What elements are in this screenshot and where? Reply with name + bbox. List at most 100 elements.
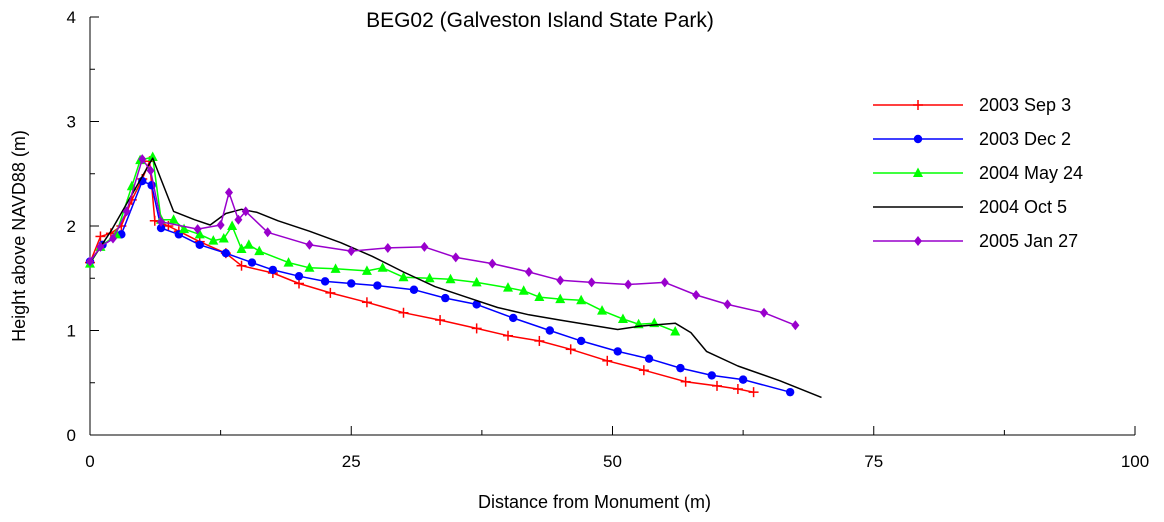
data-point [218,233,229,243]
data-point [305,239,314,250]
data-point [320,277,330,286]
data-point [330,263,341,273]
data-point [524,266,533,277]
data-point [377,262,388,272]
chart-axes: 0 25 50 75 100 0 1 2 3 4 [67,8,1150,471]
data-point [361,265,372,275]
legend-marker [913,167,923,177]
data-point [383,242,392,253]
legend-label: 2004 May 24 [979,163,1083,183]
legend-label: 2004 Oct 5 [979,197,1067,217]
series-4 [86,154,800,331]
x-tick-label: 75 [864,452,883,471]
data-point [597,305,608,315]
data-point [234,214,243,225]
data-point [227,220,238,230]
data-point [748,387,759,398]
chart-legend: 2003 Sep 3 2003 Dec 2 2004 May 24 2004 Oct … [873,95,1083,251]
data-point [738,375,748,384]
data-point [373,281,382,290]
data-point [347,246,356,257]
series-line [89,157,822,399]
series-line [89,156,676,333]
data-point [241,206,250,217]
y-tick-label: 4 [67,8,76,27]
data-point [216,219,225,230]
data-point [208,235,219,245]
data-point [707,371,716,380]
data-point [488,258,497,269]
legend-label: 2003 Sep 3 [979,95,1071,115]
data-point [587,277,596,288]
y-tick-label: 0 [67,426,76,445]
data-point [644,354,654,363]
x-tick-label: 100 [1121,452,1149,471]
data-point [179,223,190,234]
legend-label: 2005 Jan 27 [979,231,1078,251]
data-point [556,275,565,286]
series-line [89,158,796,326]
data-point [304,262,315,272]
data-point [785,387,795,397]
data-point [503,330,513,341]
data-point [409,285,419,294]
series-line [89,180,791,393]
chart-series [85,151,822,399]
data-point [156,223,166,233]
data-point [247,258,257,267]
y-axis-label: Height above NAVD88 (m) [9,130,29,342]
data-point [294,271,304,281]
data-point [194,228,205,239]
data-point [545,326,554,335]
data-point [193,224,202,235]
data-point [445,273,456,284]
data-point [263,227,272,238]
data-point [680,376,691,387]
data-point [268,265,278,275]
data-point [451,252,460,263]
data-point [660,277,669,288]
data-point [760,307,769,318]
data-point [168,214,179,224]
data-point [95,231,106,242]
data-point [236,243,247,253]
data-point [471,276,482,287]
data-point [420,241,429,252]
legend-marker [914,236,922,246]
data-point [503,282,513,292]
legend-marker [913,134,923,144]
y-tick-label: 3 [67,113,76,132]
data-point [509,313,518,323]
data-point [624,279,633,290]
data-point [471,323,482,334]
series-2 [85,151,681,336]
y-tick-label: 2 [67,217,76,236]
data-point [638,365,649,376]
chart-title: BEG02 (Galveston Island State Park) [366,9,714,32]
data-point [602,355,613,366]
y-tick-label: 1 [67,322,76,341]
data-point [96,241,105,252]
data-point [472,300,481,309]
data-point [361,297,372,308]
data-point [576,336,586,346]
data-point [195,240,204,250]
legend-entry: 2004 Oct 5 [873,197,1067,217]
data-point [518,285,529,295]
data-point [243,239,254,249]
data-point [283,257,294,267]
data-point [534,335,545,346]
data-point [712,380,722,391]
data-point [791,320,800,331]
legend-marker [913,100,923,110]
data-point [576,294,587,305]
data-point [555,293,566,304]
data-point [122,206,131,217]
data-point [138,154,147,165]
legend-entry: 2004 May 24 [873,163,1083,183]
data-point [236,260,247,271]
data-point [676,363,685,373]
data-point [157,216,166,227]
data-point [221,248,231,258]
data-point [613,347,622,356]
